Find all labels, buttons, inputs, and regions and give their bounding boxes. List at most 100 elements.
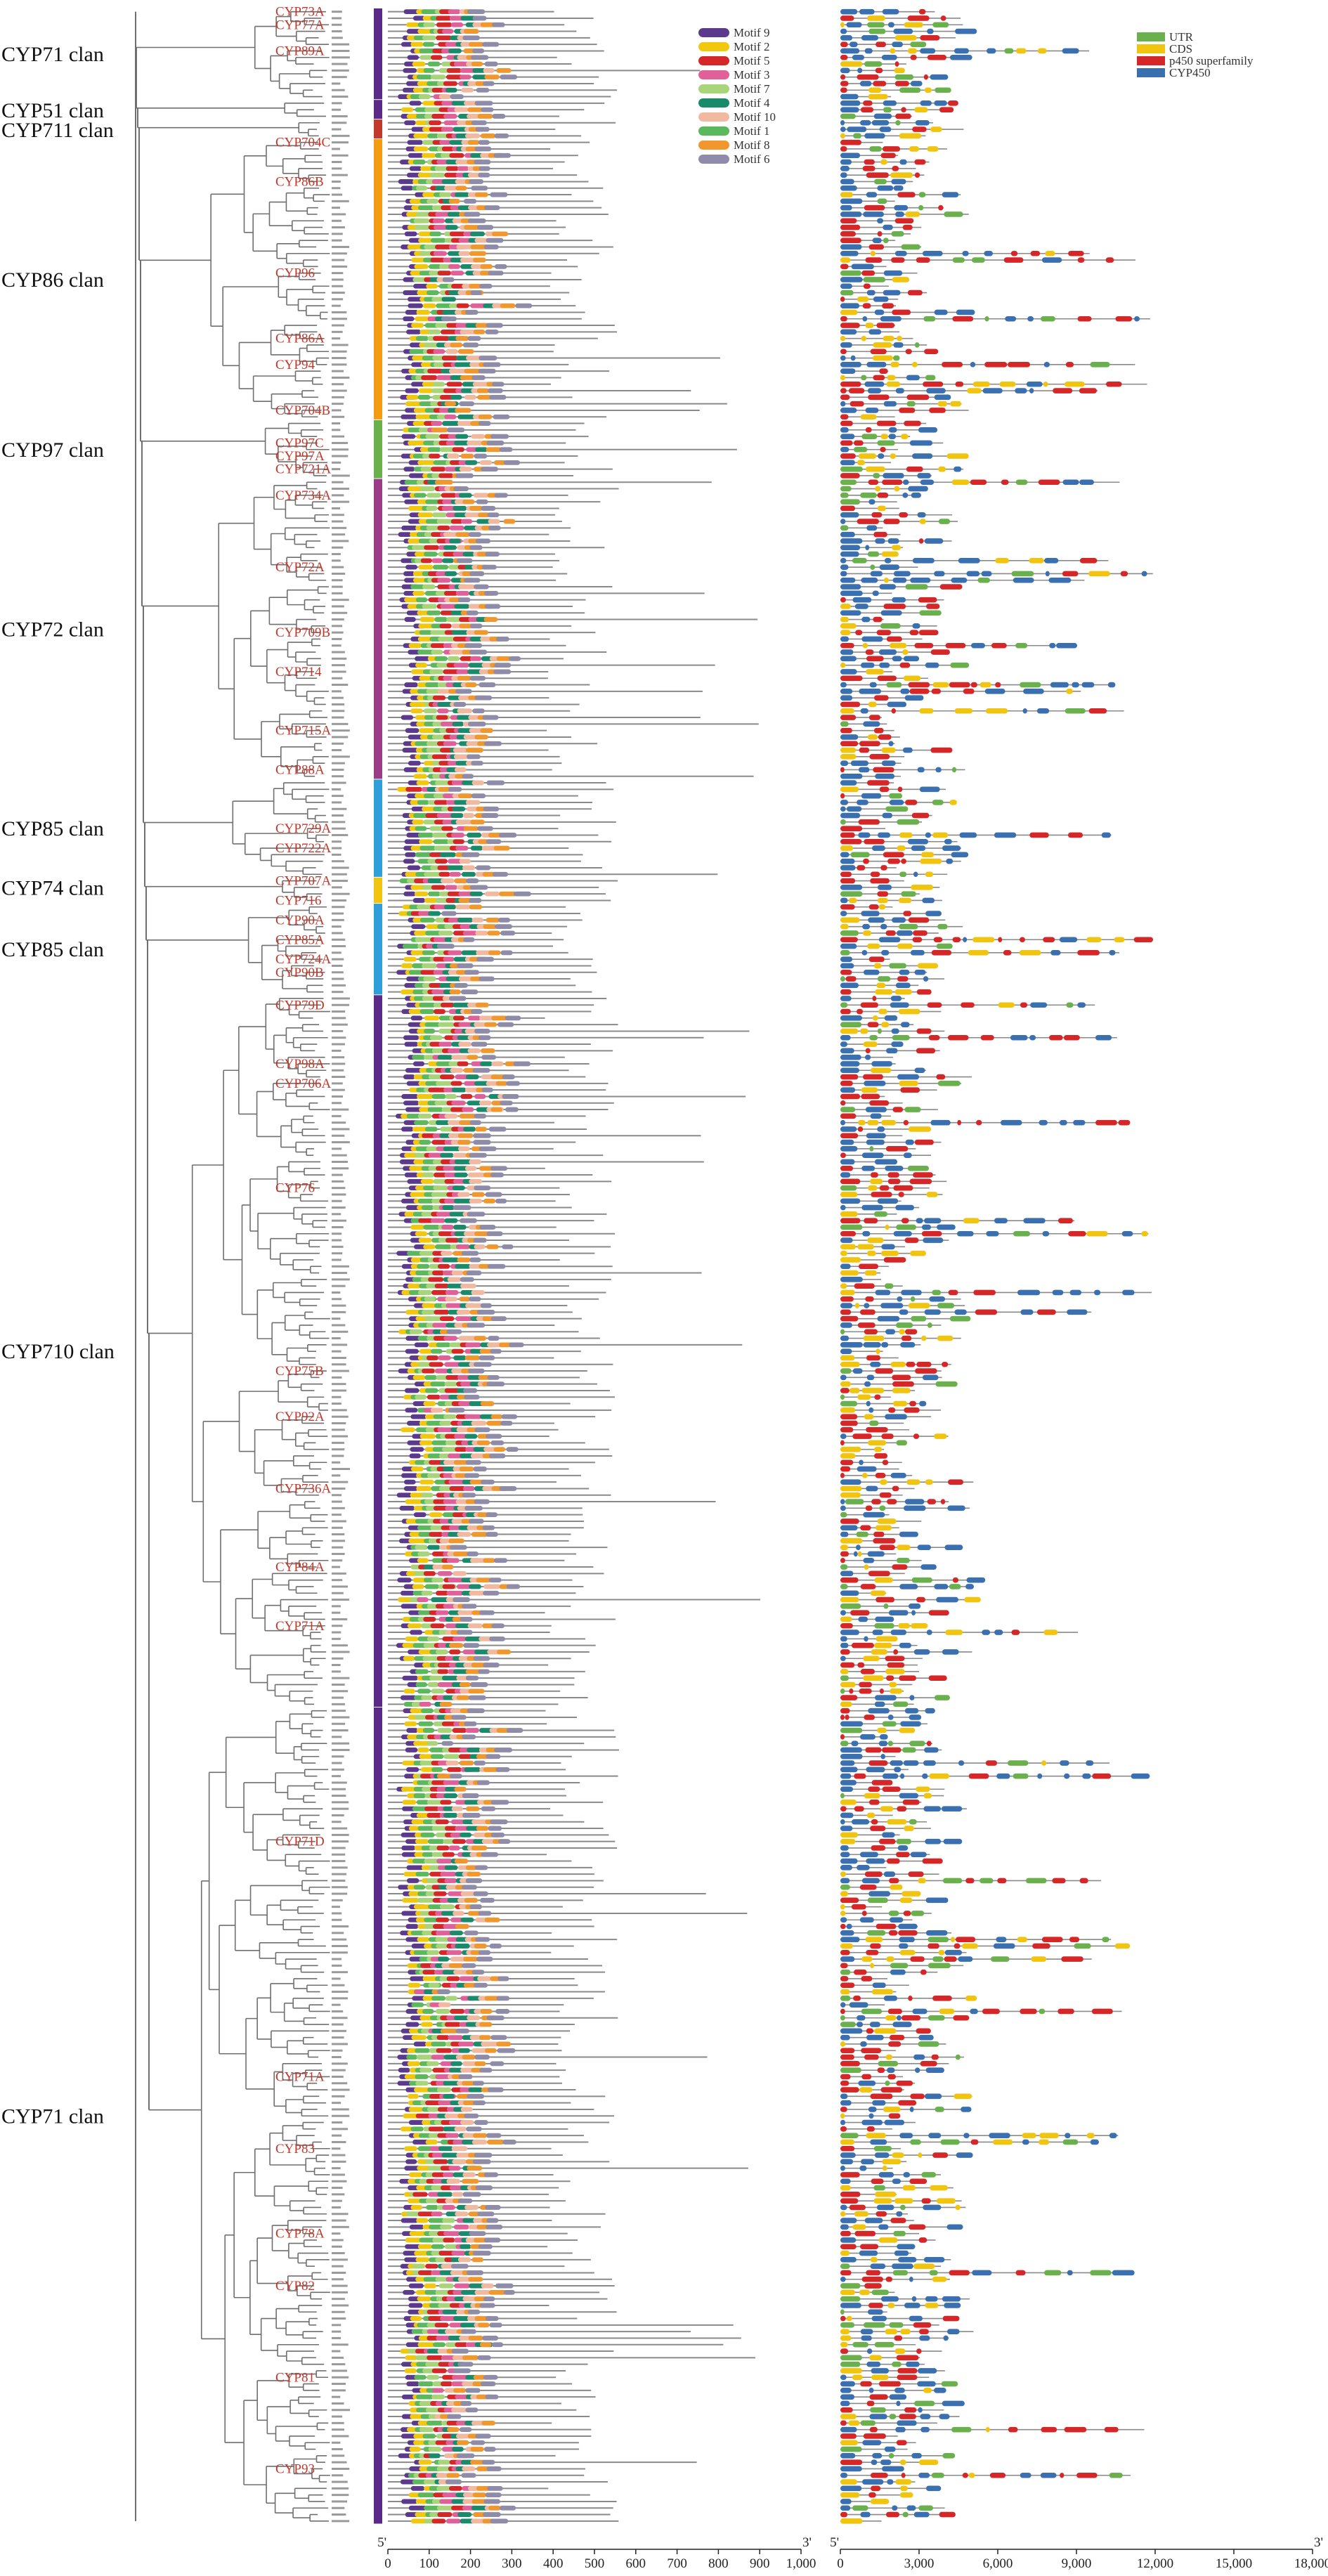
- gene-name-tick: [332, 2402, 344, 2405]
- motif-block: [494, 663, 512, 668]
- motif-block: [441, 826, 454, 831]
- motif-block: [448, 251, 462, 256]
- gene-name-tick: [332, 1108, 349, 1111]
- gene-name-tick: [332, 213, 346, 216]
- motif-block: [474, 192, 488, 197]
- motif-block: [493, 1558, 508, 1563]
- motif-block: [425, 930, 443, 936]
- motif-block: [465, 682, 477, 687]
- gene-name-tick: [332, 1318, 341, 1320]
- motif-block: [455, 2028, 470, 2034]
- gene-name-tick: [332, 873, 347, 876]
- family-label: CYP83: [275, 2142, 315, 2157]
- motif-block: [483, 2172, 499, 2178]
- motif-block: [429, 172, 445, 178]
- motif-block: [433, 2159, 448, 2164]
- motif-block: [401, 2218, 419, 2223]
- gene-name-tick: [332, 520, 344, 523]
- motif-block: [429, 1035, 443, 1041]
- gene-name-tick: [332, 330, 343, 333]
- gene-name-tick: [332, 1755, 344, 1758]
- gene-name-tick: [332, 1102, 342, 1105]
- motif-block: [483, 924, 497, 930]
- motif-block: [467, 2093, 485, 2099]
- motif-block: [455, 1263, 471, 1269]
- motif-block: [443, 1793, 458, 1798]
- motif-block: [415, 1682, 427, 1687]
- motif-block: [408, 1826, 421, 1831]
- motif-block: [437, 525, 450, 531]
- motif-block: [479, 283, 493, 289]
- family-label: CYP706A: [275, 1076, 331, 1091]
- motif-block: [410, 2205, 423, 2210]
- motif-block: [490, 1107, 502, 1112]
- motif-block: [449, 1486, 467, 1491]
- gene-name-tick: [332, 1690, 349, 1693]
- motif-block: [490, 192, 508, 197]
- motif-block: [417, 1290, 432, 1295]
- motif-block: [405, 1067, 422, 1073]
- motif-block: [464, 1433, 478, 1439]
- motif-block: [438, 1263, 450, 1269]
- gene-name-tick: [332, 1409, 347, 1412]
- motif-block: [485, 1192, 502, 1197]
- motif-block: [456, 1584, 471, 1589]
- motif-block: [446, 1590, 464, 1596]
- gene-name-tick: [332, 2441, 341, 2444]
- motif-block: [458, 695, 472, 701]
- motif-block: [442, 1270, 455, 1275]
- motif-block: [438, 2002, 451, 2008]
- motif-block: [418, 1237, 432, 1243]
- motif-block: [483, 1558, 495, 1563]
- gene-name-tick: [332, 762, 345, 765]
- motif-block: [481, 1479, 495, 1485]
- motif-block: [457, 414, 476, 419]
- motif-block: [422, 2009, 434, 2014]
- motif-block: [404, 682, 418, 687]
- motif-block: [467, 1374, 482, 1380]
- motif-block: [434, 1309, 450, 1315]
- gene-name-tick: [332, 1703, 345, 1705]
- gene-name-tick: [332, 1128, 350, 1131]
- motif-block: [476, 1956, 493, 1962]
- motif-block: [442, 1584, 455, 1589]
- motif-block: [478, 1035, 491, 1041]
- family-label: CYP90B: [275, 965, 324, 980]
- motif-block: [434, 1172, 448, 1178]
- motif-block: [454, 604, 470, 609]
- motif-block: [403, 891, 416, 897]
- motif-block: [412, 1859, 427, 1863]
- motif-block: [474, 734, 488, 740]
- gene-name-tick: [332, 174, 348, 176]
- motif-block: [428, 1087, 447, 1093]
- motif-block: [411, 669, 426, 675]
- motif-block: [495, 1081, 508, 1086]
- motif-block: [401, 1845, 416, 1851]
- motif-block: [409, 473, 426, 479]
- motif-block: [418, 238, 433, 243]
- motif-block: [431, 1578, 444, 1583]
- family-labels: CYP73ACYP77ACYP89ACYP704CCYP86BCYP96CYP8…: [275, 5, 331, 2477]
- motif-block: [448, 368, 467, 374]
- motif-block: [469, 675, 486, 681]
- motif-block: [462, 2178, 479, 2184]
- clan-label: CYP72 clan: [1, 618, 104, 642]
- motif-block: [465, 1459, 481, 1465]
- gene-name-tick: [332, 1435, 349, 1438]
- motif-block: [481, 107, 494, 112]
- motif-block: [413, 2041, 427, 2047]
- gene-name-tick: [332, 2095, 345, 2097]
- motif-block: [441, 316, 457, 322]
- motif-block: [406, 394, 419, 400]
- gene-name-tick: [332, 2219, 346, 2222]
- gene-name-tick: [332, 193, 343, 196]
- motif-block: [447, 1120, 462, 1126]
- motif-block: [484, 604, 501, 609]
- motif-block: [437, 1682, 456, 1687]
- motif-block: [453, 552, 466, 557]
- gene-name-tick: [332, 154, 349, 157]
- motif-block: [471, 793, 486, 799]
- motif-block: [473, 329, 486, 334]
- motif-block: [425, 1388, 438, 1393]
- motif-block: [409, 166, 422, 171]
